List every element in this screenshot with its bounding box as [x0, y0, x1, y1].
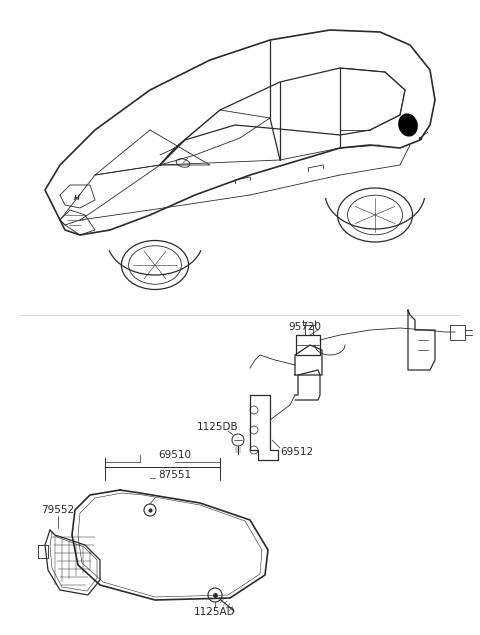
Text: 69510: 69510 [158, 450, 192, 460]
Text: 1125AD: 1125AD [194, 607, 236, 617]
Text: 1125DB: 1125DB [197, 422, 239, 432]
Ellipse shape [399, 114, 417, 136]
Text: 95720: 95720 [288, 322, 322, 332]
Text: H: H [74, 195, 80, 201]
Text: 69512: 69512 [280, 447, 313, 457]
Text: 87551: 87551 [158, 470, 192, 480]
Text: 79552: 79552 [41, 505, 74, 515]
